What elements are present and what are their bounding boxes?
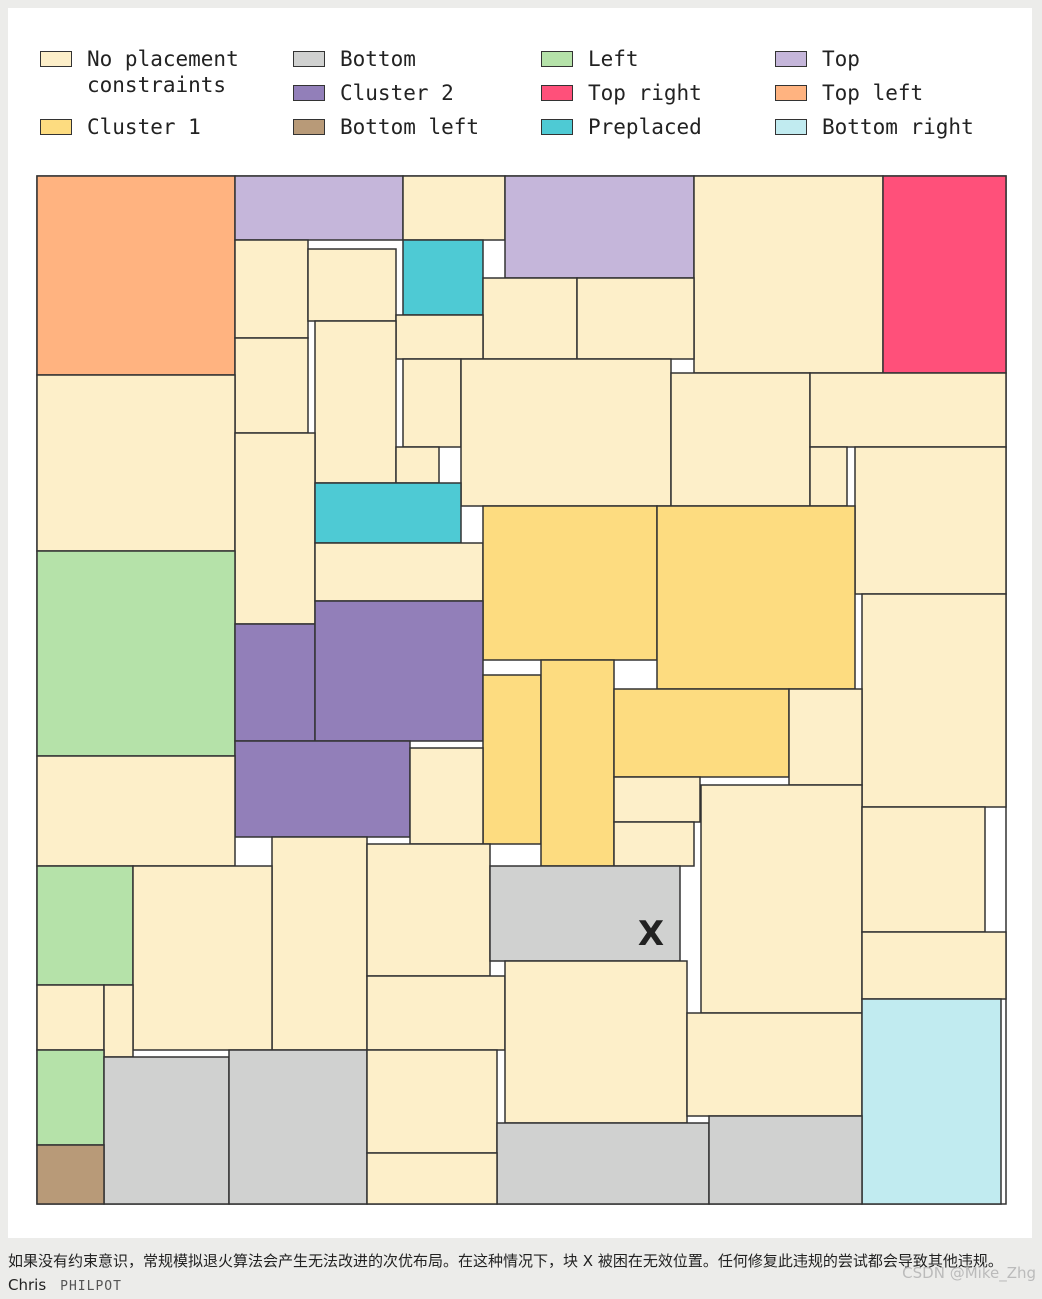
block <box>314 320 397 484</box>
block-label: X <box>638 914 664 954</box>
credit: PHILPOT <box>60 1279 122 1294</box>
block <box>482 674 542 845</box>
legend-swatch <box>40 119 72 135</box>
legend-label: Top right <box>588 81 702 105</box>
block <box>504 175 695 279</box>
block <box>482 277 578 360</box>
legend-swatch <box>293 119 325 135</box>
caption-text: 如果没有约束意识，常规模拟退火算法会产生无法改进的次优布局。在这种情况下，块 X… <box>8 1252 1003 1294</box>
legend-swatch <box>293 51 325 67</box>
block <box>460 358 672 507</box>
block <box>36 1144 105 1205</box>
block <box>882 175 1007 374</box>
block <box>613 821 695 867</box>
block <box>366 1152 498 1205</box>
legend-swatch <box>40 51 72 67</box>
legend-label: Top left <box>822 81 924 105</box>
legend-swatch <box>775 119 807 135</box>
block <box>670 372 811 507</box>
block <box>234 740 411 838</box>
block <box>708 1115 863 1205</box>
legend-label: Cluster 1 <box>87 115 201 139</box>
legend-label: Bottom right <box>822 115 974 139</box>
block <box>489 865 681 962</box>
block <box>809 446 848 507</box>
legend-swatch <box>293 85 325 101</box>
legend-swatch <box>541 119 573 135</box>
block <box>314 482 462 544</box>
legend-label: Cluster 2 <box>340 81 454 105</box>
block <box>36 755 236 867</box>
block <box>576 277 695 360</box>
block <box>36 550 236 757</box>
block <box>234 175 404 241</box>
legend-swatch <box>541 85 573 101</box>
block <box>540 659 615 867</box>
block <box>314 542 484 602</box>
block <box>482 505 658 661</box>
block <box>366 1049 498 1154</box>
block <box>234 239 309 339</box>
legend-label: No placement constraints <box>87 47 239 97</box>
block <box>234 337 309 434</box>
block <box>103 1056 230 1205</box>
block <box>36 374 236 552</box>
block <box>36 865 134 986</box>
block <box>271 836 368 1051</box>
block <box>788 688 863 786</box>
block <box>36 175 236 376</box>
block <box>395 314 484 360</box>
block <box>402 175 506 241</box>
block <box>234 432 316 625</box>
legend-label: Bottom <box>340 47 416 71</box>
block <box>234 623 316 742</box>
block <box>103 984 134 1058</box>
block <box>861 998 1002 1205</box>
block <box>314 600 484 742</box>
legend-label: Bottom left <box>340 115 480 139</box>
block <box>504 960 688 1124</box>
block <box>613 688 790 778</box>
legend-label: Top <box>822 47 860 71</box>
block <box>36 984 105 1051</box>
block <box>861 806 986 933</box>
block <box>861 931 1007 1000</box>
legend-swatch <box>541 51 573 67</box>
block <box>395 446 440 484</box>
block <box>228 1049 368 1205</box>
block <box>132 865 273 1051</box>
block <box>686 1012 863 1117</box>
caption: 如果没有约束意识，常规模拟退火算法会产生无法改进的次优布局。在这种情况下，块 X… <box>8 1249 1034 1299</box>
legend-label: Preplaced <box>588 115 702 139</box>
floorplan: X <box>36 175 1007 1205</box>
block <box>854 446 1007 595</box>
block <box>402 239 484 316</box>
legend-swatch <box>775 85 807 101</box>
block <box>402 358 462 448</box>
block <box>861 593 1007 808</box>
block <box>613 776 701 823</box>
block <box>36 1049 105 1146</box>
block <box>809 372 1007 448</box>
block <box>307 248 397 322</box>
block <box>656 505 856 690</box>
block <box>409 747 484 845</box>
block <box>496 1122 710 1205</box>
block <box>700 784 863 1014</box>
block <box>366 843 491 977</box>
block <box>693 175 884 374</box>
block <box>366 975 506 1051</box>
legend-label: Left <box>588 47 639 71</box>
legend-swatch <box>775 51 807 67</box>
watermark: CSDN @Mike_Zhg <box>902 1264 1036 1282</box>
